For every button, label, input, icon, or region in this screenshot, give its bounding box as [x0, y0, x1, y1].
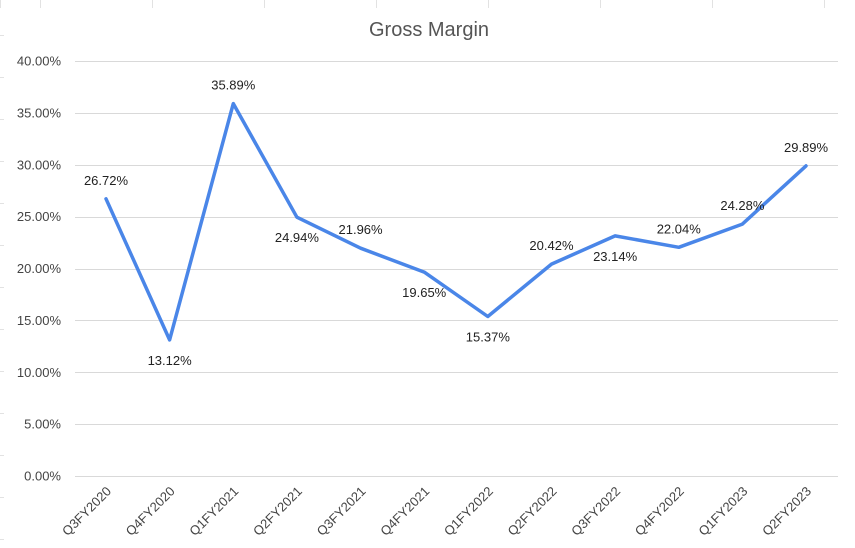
- data-label: 21.96%: [339, 222, 384, 237]
- data-label: 19.65%: [402, 285, 447, 300]
- y-tick-label: 35.00%: [17, 105, 62, 120]
- data-label: 29.89%: [784, 140, 829, 155]
- x-tick-label: Q1FY2021: [186, 484, 241, 539]
- x-tick-label: Q2FY2023: [759, 484, 814, 539]
- x-tick-label: Q4FY2021: [377, 484, 432, 539]
- y-axis-tick-labels: 0.00% 5.00% 10.00% 15.00% 20.00% 25.00% 30.00%…: [17, 54, 62, 484]
- series-line-gross-margin: [104, 101, 808, 342]
- x-tick-label: Q3FY2021: [314, 484, 369, 539]
- y-tick-label: 25.00%: [17, 209, 62, 224]
- y-tick-label: 5.00%: [24, 417, 61, 432]
- data-label: 20.42%: [529, 238, 574, 253]
- x-tick-label: Q3FY2022: [568, 484, 623, 539]
- y-tick-label: 40.00%: [17, 54, 62, 69]
- sheet-gridlines: [0, 0, 825, 540]
- data-label: 24.94%: [275, 230, 320, 245]
- data-label: 13.12%: [148, 353, 193, 368]
- x-tick-label: Q4FY2020: [123, 484, 178, 539]
- y-tick-label: 20.00%: [17, 261, 62, 276]
- y-tick-label: 30.00%: [17, 157, 62, 172]
- x-tick-label: Q2FY2021: [250, 484, 305, 539]
- data-label: 23.14%: [593, 249, 638, 264]
- x-tick-label: Q1FY2022: [441, 484, 496, 539]
- y-tick-label: 15.00%: [17, 313, 62, 328]
- data-labels: 26.72% 13.12% 35.89% 24.94% 21.96% 19.65% 15.3…: [84, 78, 829, 368]
- data-label: 26.72%: [84, 173, 129, 188]
- x-tick-label: Q3FY2020: [59, 484, 114, 539]
- y-tick-label: 10.00%: [17, 365, 62, 380]
- data-label: 22.04%: [657, 221, 702, 236]
- y-gridlines: [75, 61, 838, 477]
- x-tick-label: Q4FY2022: [632, 484, 687, 539]
- data-label: 15.37%: [466, 330, 511, 345]
- x-tick-label: Q2FY2022: [505, 484, 560, 539]
- y-tick-label: 0.00%: [24, 469, 61, 484]
- x-tick-label: Q1FY2023: [695, 484, 750, 539]
- data-label: 24.28%: [720, 198, 765, 213]
- x-axis-tick-labels: Q3FY2020 Q4FY2020 Q1FY2021 Q2FY2021 Q3FY2021…: [59, 484, 814, 539]
- chart-title: Gross Margin: [369, 19, 489, 41]
- data-label: 35.89%: [211, 78, 256, 93]
